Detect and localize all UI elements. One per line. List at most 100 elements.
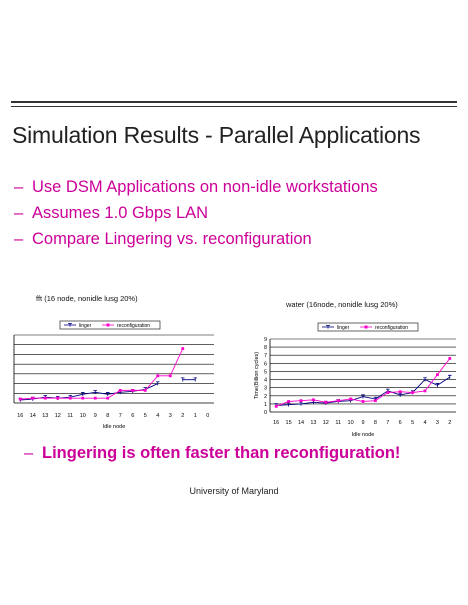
y-tick-label: 9 (264, 337, 267, 343)
x-tick-label: 5 (144, 413, 147, 419)
data-point-linger (423, 377, 427, 382)
x-tick-label: 6 (131, 413, 134, 419)
data-point-reconfiguration (336, 399, 340, 403)
y-tick-label: 8 (264, 345, 267, 351)
legend-marker (68, 323, 72, 327)
data-point-linger (435, 383, 440, 388)
bullet-text: Compare Lingering vs. reconfiguration (32, 230, 312, 248)
legend-marker (326, 325, 330, 329)
data-point-linger (398, 392, 402, 397)
x-tick-label: 9 (361, 420, 364, 426)
x-tick-label: 2 (181, 413, 184, 419)
data-point-reconfiguration (118, 388, 122, 392)
data-point-linger (155, 381, 160, 386)
data-point-linger (299, 401, 303, 406)
data-point-reconfiguration (374, 399, 377, 403)
x-tick-label: 8 (374, 420, 377, 426)
x-tick-label: 3 (169, 413, 172, 419)
x-tick-label: 3 (436, 420, 439, 426)
x-tick-label: 13 (42, 413, 48, 419)
y-tick-label: 7 (264, 353, 267, 359)
data-point-reconfiguration (361, 400, 365, 403)
slide-title: Simulation Results - Parallel Applicatio… (12, 122, 421, 148)
x-tick-label: 16 (17, 413, 23, 419)
series-line-reconfiguration (276, 358, 451, 407)
data-point-linger (93, 390, 98, 395)
bullet-text: Use DSM Applications on non-idle worksta… (32, 178, 378, 196)
data-point-reconfiguration (181, 347, 185, 350)
data-point-linger (105, 392, 110, 397)
x-tick-label: 10 (80, 413, 86, 419)
data-point-reconfiguration (156, 374, 160, 378)
data-point-reconfiguration (31, 396, 35, 400)
data-point-reconfiguration (299, 399, 303, 403)
top-rule-thick (11, 101, 457, 103)
data-point-linger (193, 377, 198, 382)
data-point-reconfiguration (274, 404, 278, 408)
x-tick-label: 10 (348, 420, 354, 426)
x-tick-label: 5 (411, 420, 414, 426)
top-rule-thin (11, 106, 457, 107)
bullet-marker: – (24, 444, 34, 462)
x-tick-label: 14 (30, 413, 36, 419)
bullet-marker: – (14, 230, 24, 248)
bullet-marker: – (14, 178, 24, 196)
data-point-reconfiguration (168, 374, 172, 378)
data-point-linger (286, 402, 291, 407)
data-point-reconfiguration (106, 396, 110, 400)
y-tick-label: 4 (264, 378, 267, 384)
x-tick-label: 4 (156, 413, 159, 419)
data-point-linger (80, 392, 85, 397)
legend-label: reconfiguration (117, 323, 150, 329)
data-point-reconfiguration (93, 396, 97, 400)
data-point-linger (361, 394, 365, 399)
data-point-reconfiguration (324, 400, 328, 404)
fft-chart-title: fft (16 node, nonidle lusg 20%) (36, 294, 138, 303)
y-tick-label: 5 (264, 369, 267, 375)
bullet-item: – Assumes 1.0 Gbps LAN (14, 200, 378, 226)
data-point-reconfiguration (18, 397, 22, 401)
legend-marker (106, 323, 110, 327)
x-tick-label: 9 (94, 413, 97, 419)
data-point-reconfiguration (68, 396, 72, 400)
data-point-reconfiguration (349, 397, 352, 401)
data-point-reconfiguration (398, 390, 402, 394)
y-axis-label: Time(Billion cycles) (254, 352, 260, 399)
x-tick-label: 0 (206, 413, 209, 419)
x-tick-label: 16 (273, 420, 279, 426)
fft-chart: fft (16 node, nonidle lusg 20%) 16 14 13 12… (10, 294, 218, 444)
y-tick-label: 2 (264, 394, 267, 400)
data-point-reconfiguration (56, 396, 60, 400)
x-tick-label: 7 (386, 420, 389, 426)
x-tick-label: 13 (310, 420, 316, 426)
data-point-reconfiguration (386, 391, 390, 394)
data-point-reconfiguration (423, 389, 427, 393)
y-tick-label: 0 (264, 410, 267, 416)
x-tick-label: 12 (55, 413, 61, 419)
x-tick-label: 15 (286, 420, 292, 426)
series-line-reconfiguration (20, 348, 184, 400)
x-tick-label: 4 (423, 420, 426, 426)
legend-marker (364, 325, 368, 329)
conclusion-bullet: – Lingering is often faster than reconfig… (24, 444, 400, 463)
x-tick-label: 6 (399, 420, 402, 426)
data-point-reconfiguration (287, 400, 290, 403)
x-tick-label: 11 (67, 413, 73, 419)
data-point-reconfiguration (131, 388, 135, 392)
bullet-list: – Use DSM Applications on non-idle workst… (14, 174, 378, 252)
footer-text: University of Maryland (189, 486, 279, 496)
x-tick-label: 11 (335, 420, 341, 426)
data-point-reconfiguration (448, 357, 452, 360)
data-point-reconfiguration (312, 398, 315, 402)
water-chart-title: water (16node, nonidle lusg 20%) (286, 300, 398, 309)
x-axis-label: Idle node (352, 432, 375, 438)
x-tick-label: 1 (194, 413, 197, 419)
x-tick-label: 7 (119, 413, 122, 419)
x-tick-label: 14 (298, 420, 304, 426)
bullet-marker: – (14, 204, 24, 222)
data-point-linger (180, 377, 185, 382)
data-point-reconfiguration (143, 388, 147, 392)
